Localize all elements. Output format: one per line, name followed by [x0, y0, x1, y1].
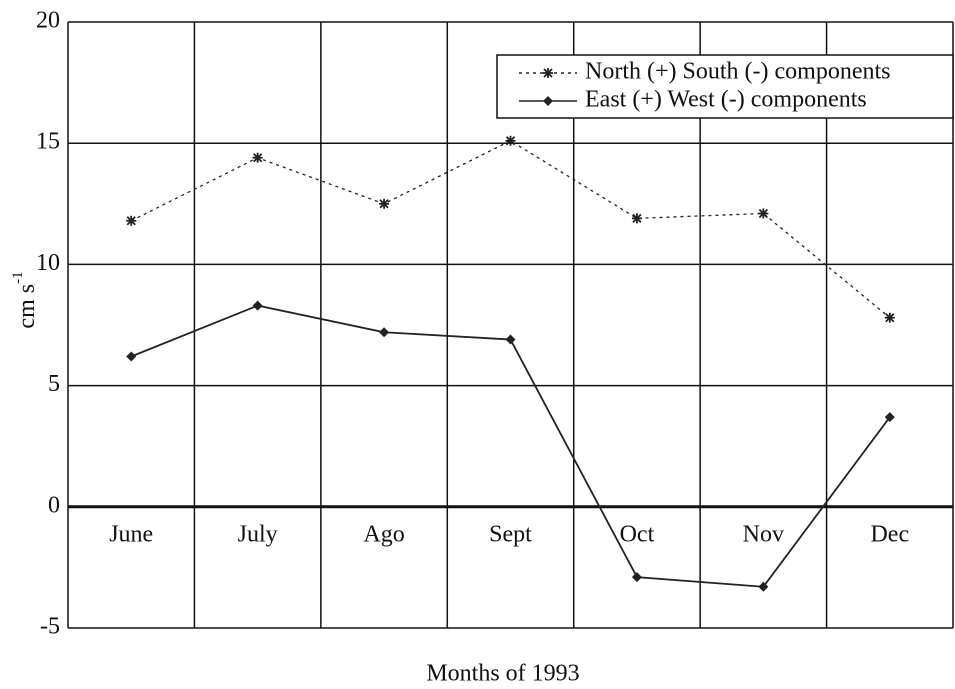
asterisk-stroke — [758, 208, 768, 219]
data-point — [252, 152, 263, 163]
x-tick-label: Dec — [870, 521, 909, 547]
data-point — [126, 351, 137, 362]
x-tick-label: Ago — [363, 521, 404, 547]
asterisk-stroke — [505, 136, 516, 146]
x-tick-label: Oct — [620, 521, 655, 547]
data-point — [505, 135, 516, 146]
asterisk-stroke — [543, 68, 553, 78]
x-axis-label: Months of 1993 — [426, 661, 579, 687]
y-tick-label: 20 — [36, 8, 60, 34]
data-point — [126, 215, 137, 226]
data-point — [505, 334, 516, 345]
data-point — [543, 96, 553, 106]
y-tick-label: 10 — [36, 250, 60, 276]
y-tick-label: 0 — [48, 492, 60, 518]
data-point — [543, 68, 553, 78]
y-axis-label-superscript: -1 — [10, 271, 26, 284]
y-tick-label: 15 — [36, 129, 60, 155]
legend-label: North (+) South (-) components — [585, 59, 890, 85]
data-point — [379, 198, 390, 209]
y-axis-label-text: cm s — [14, 284, 40, 329]
data-point — [631, 572, 642, 583]
x-tick-label: July — [238, 521, 278, 547]
x-tick-label: Sept — [489, 521, 532, 547]
data-point — [884, 412, 895, 423]
asterisk-stroke — [885, 313, 895, 323]
y-axis-label: cm s-1 — [10, 271, 39, 328]
y-tick-label: -5 — [40, 614, 60, 640]
legend-box — [496, 54, 954, 119]
asterisk-stroke — [632, 213, 642, 223]
x-tick-label: June — [109, 521, 153, 547]
asterisk-stroke — [253, 153, 263, 163]
asterisk-stroke — [379, 199, 389, 209]
data-point — [379, 327, 390, 338]
data-point — [252, 300, 263, 311]
x-tick-label: Nov — [743, 521, 784, 547]
y-tick-label: 5 — [48, 371, 60, 397]
data-point — [758, 581, 769, 592]
data-point — [758, 208, 769, 219]
legend-label: East (+) West (-) components — [585, 87, 867, 113]
series-line — [130, 140, 891, 319]
data-point — [884, 312, 895, 323]
data-point — [631, 213, 642, 224]
asterisk-stroke — [126, 216, 136, 226]
